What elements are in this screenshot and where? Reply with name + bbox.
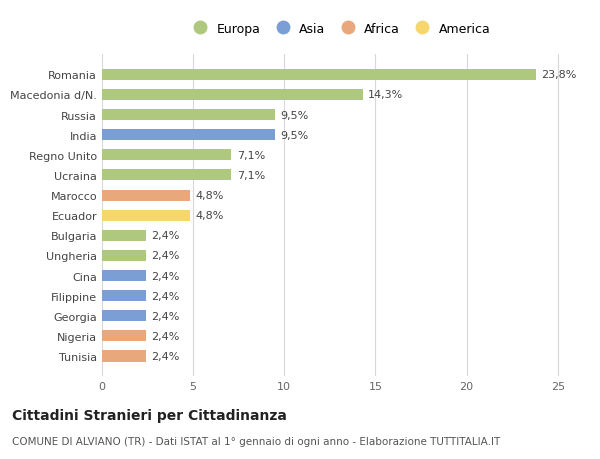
Bar <box>102 250 146 262</box>
Bar <box>102 150 232 161</box>
Bar <box>102 130 275 141</box>
Bar <box>102 330 146 341</box>
Text: 7,1%: 7,1% <box>237 171 265 180</box>
Text: 2,4%: 2,4% <box>151 251 179 261</box>
Text: 4,8%: 4,8% <box>195 211 223 221</box>
Bar <box>102 210 190 221</box>
Bar <box>102 110 275 121</box>
Bar <box>102 170 232 181</box>
Text: 4,8%: 4,8% <box>195 190 223 201</box>
Text: 2,4%: 2,4% <box>151 331 179 341</box>
Bar <box>102 90 363 101</box>
Bar <box>102 70 536 81</box>
Text: 2,4%: 2,4% <box>151 291 179 301</box>
Text: 9,5%: 9,5% <box>281 110 309 120</box>
Text: 2,4%: 2,4% <box>151 311 179 321</box>
Text: 23,8%: 23,8% <box>541 70 577 80</box>
Bar <box>102 291 146 302</box>
Bar <box>102 190 190 201</box>
Legend: Europa, Asia, Africa, America: Europa, Asia, Africa, America <box>188 23 490 36</box>
Text: COMUNE DI ALVIANO (TR) - Dati ISTAT al 1° gennaio di ogni anno - Elaborazione TU: COMUNE DI ALVIANO (TR) - Dati ISTAT al 1… <box>12 436 500 446</box>
Text: 2,4%: 2,4% <box>151 351 179 361</box>
Bar <box>102 270 146 281</box>
Text: Cittadini Stranieri per Cittadinanza: Cittadini Stranieri per Cittadinanza <box>12 409 287 422</box>
Bar <box>102 351 146 362</box>
Text: 2,4%: 2,4% <box>151 231 179 241</box>
Bar <box>102 230 146 241</box>
Text: 7,1%: 7,1% <box>237 151 265 161</box>
Text: 9,5%: 9,5% <box>281 130 309 140</box>
Bar <box>102 311 146 322</box>
Text: 2,4%: 2,4% <box>151 271 179 281</box>
Text: 14,3%: 14,3% <box>368 90 403 100</box>
